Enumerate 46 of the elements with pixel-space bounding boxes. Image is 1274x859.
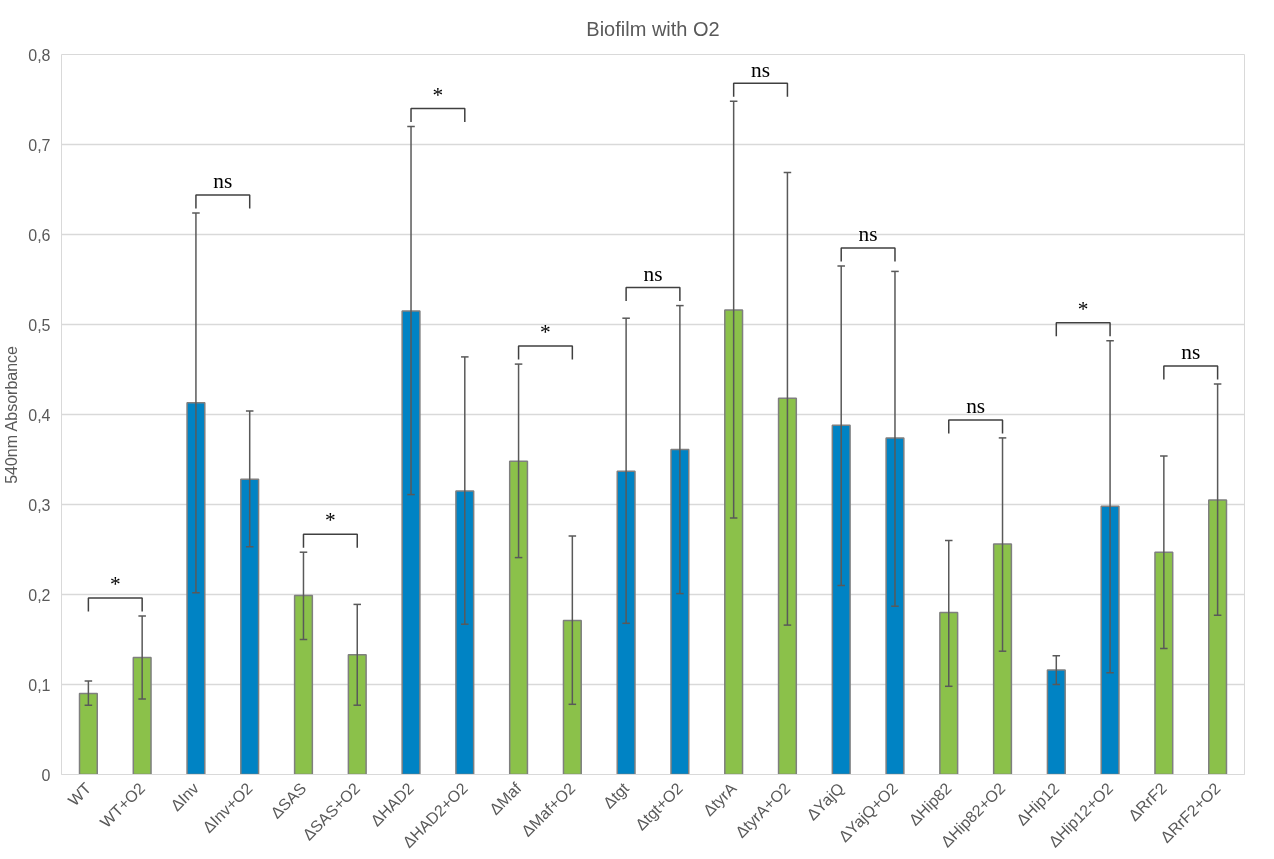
x-tick-label: Δtgt: [599, 779, 633, 812]
bar: [78, 692, 99, 775]
bar: [1154, 551, 1174, 775]
annotation: ns: [858, 222, 878, 247]
bar: [1207, 499, 1228, 775]
y-tick-label: 0,7: [28, 136, 51, 154]
x-tick-label: WT: [64, 779, 95, 810]
chart-title: Biofilm with O2: [586, 17, 720, 40]
annotation: ns: [966, 394, 986, 419]
y-tick-label: 0,8: [28, 46, 51, 64]
bar: [508, 460, 529, 775]
y-axis-title: 540nm Absorbance: [3, 345, 21, 484]
annotation: ns: [643, 261, 663, 286]
annotation: *: [325, 508, 336, 533]
annotation: ns: [1181, 340, 1201, 365]
bar: [831, 424, 851, 775]
bar: [777, 397, 798, 775]
bar: [455, 490, 475, 775]
y-tick-label: 0,5: [28, 316, 51, 334]
y-tick-label: 0,3: [28, 496, 51, 514]
bar: [885, 437, 905, 775]
bar: [186, 402, 206, 775]
bar: [401, 310, 421, 775]
bar: [347, 654, 367, 775]
annotation: *: [432, 82, 444, 107]
y-tick-label: 0,4: [28, 406, 51, 424]
bar: [132, 656, 152, 775]
annotation: ns: [213, 169, 233, 194]
bar: [616, 470, 636, 775]
bar: [1046, 669, 1066, 775]
annotation: *: [540, 320, 551, 345]
bar: [992, 543, 1013, 775]
annotation: *: [109, 572, 121, 597]
y-tick-label: 0,6: [28, 226, 51, 244]
bar: [724, 309, 744, 775]
bar: [562, 619, 582, 775]
y-tick-label: 0,2: [28, 586, 51, 604]
bar: [293, 594, 314, 775]
bar: [939, 611, 959, 775]
bar: [670, 448, 690, 775]
y-tick-label: 0,1: [28, 676, 51, 694]
bar: [240, 478, 260, 775]
bar: [1100, 505, 1120, 775]
annotation: *: [1077, 296, 1089, 321]
annotation: ns: [751, 57, 771, 82]
y-tick-label: 0: [41, 766, 51, 784]
